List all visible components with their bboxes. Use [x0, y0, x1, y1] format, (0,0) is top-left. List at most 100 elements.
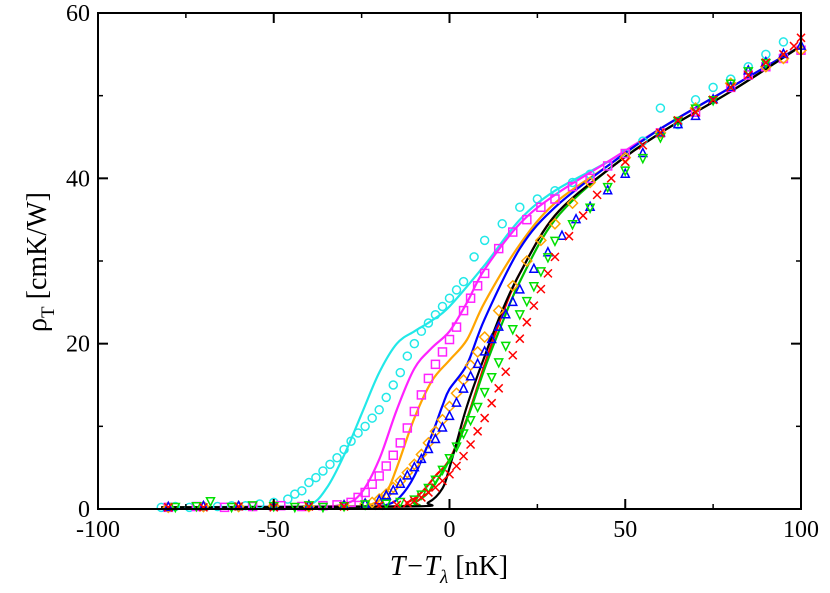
blue-triangles-point — [444, 409, 455, 421]
green-triangles-point — [451, 442, 462, 453]
blue-triangles-point — [451, 396, 462, 407]
blue-triangles-point — [542, 246, 554, 257]
green-triangles-point — [725, 79, 736, 90]
magenta-squares-point — [416, 390, 427, 400]
red-crosses-point — [638, 140, 648, 150]
cyan-circles-point — [325, 459, 335, 470]
green-triangles-point — [637, 153, 649, 165]
red-crosses-point — [423, 487, 433, 497]
green-triangles-point — [465, 415, 476, 427]
green-triangles-point — [528, 282, 540, 293]
magenta-squares-point — [508, 227, 518, 237]
cyan-circles-point — [708, 82, 718, 93]
red-crosses-point — [691, 107, 701, 117]
green-triangles-point — [500, 341, 511, 352]
green-triangles-point — [584, 203, 596, 214]
red-crosses-point — [430, 482, 440, 493]
blue-triangles-point — [437, 421, 448, 432]
magenta-squares-point — [451, 322, 462, 332]
red-crosses-point — [437, 476, 448, 486]
red-crosses-point — [726, 82, 736, 92]
x-tick-label: -50 — [258, 517, 290, 543]
y-tick-label: 0 — [78, 497, 90, 523]
y-axis-label-sub: T — [38, 306, 59, 318]
red-crosses-point — [578, 211, 588, 221]
green-triangles-point — [743, 67, 754, 78]
magenta-squares-point — [437, 347, 448, 357]
blue-triangles-point — [359, 497, 371, 508]
magenta-squares-point — [479, 268, 490, 279]
red-crosses-point — [508, 350, 518, 360]
blue-triangles-point — [472, 357, 483, 369]
cyan-circles-point — [402, 351, 413, 361]
red-crosses-point — [673, 115, 683, 125]
red-crosses-point — [522, 317, 532, 327]
red-crosses-point — [529, 301, 539, 311]
green-triangles-point — [409, 495, 420, 506]
magenta-squares-point — [472, 281, 483, 291]
blue-triangles-point — [507, 295, 518, 307]
red-crosses-point — [444, 469, 455, 479]
green-triangles-point — [479, 387, 490, 399]
green-triangles-point — [690, 104, 701, 115]
cyan-circles-point — [360, 421, 370, 432]
blue-triangles-point — [402, 469, 413, 480]
red-crosses-point — [487, 398, 497, 408]
red-crosses-point — [480, 413, 490, 423]
red-crosses-point — [459, 451, 469, 461]
cyan-circles-point — [318, 466, 328, 476]
green-triangles-point — [247, 501, 258, 512]
red-crosses-point — [466, 439, 476, 450]
green-triangles-point — [430, 475, 441, 486]
orange-diamonds-point — [584, 176, 597, 189]
green-triangles-point — [338, 501, 350, 513]
black-curve-line — [161, 45, 802, 509]
cyan-circles-point — [409, 338, 420, 349]
orange-diamonds-point — [506, 279, 519, 292]
cyan-circles-point — [416, 326, 427, 337]
y-axis-label-main: ρ — [22, 318, 53, 332]
red-crosses-point — [708, 95, 718, 105]
blue-triangles-point — [743, 64, 754, 75]
magenta-squares-point — [444, 334, 455, 345]
cyan-circles-point — [353, 428, 363, 438]
green-triangles-point — [486, 372, 497, 384]
magenta-squares-point — [367, 479, 377, 489]
blue-triangles-point — [584, 200, 596, 212]
magenta-squares-point — [360, 487, 370, 498]
magenta-squares-point — [465, 293, 476, 303]
cyan-circles-point — [655, 103, 666, 113]
green-triangles-point — [359, 500, 371, 511]
x-tick-label: 100 — [783, 517, 819, 543]
ticks-layer: -100 -50 0 50 100 0 20 40 60 — [66, 1, 819, 543]
blue-triangles-point — [493, 320, 504, 331]
y-axis-label-unit: [cmK/W] — [22, 192, 53, 306]
magenta-squares-point — [602, 161, 613, 171]
cyan-circles-point — [311, 472, 321, 483]
magenta-squares-point — [585, 173, 595, 184]
blue-triangles-point — [486, 332, 497, 344]
cyan-circles-point — [458, 276, 469, 287]
green-triangles-point — [226, 502, 237, 514]
red-crosses-point — [778, 49, 788, 59]
green-triangles-point — [472, 402, 483, 414]
green-triangles-point — [567, 220, 578, 231]
green-triangles-point — [542, 253, 554, 264]
red-crosses-point — [163, 502, 173, 512]
y-axis-label: ρT [cmK/W] — [22, 192, 59, 332]
magenta-squares-point — [536, 202, 546, 213]
red-crosses-point — [501, 367, 511, 377]
green-triangles-point — [423, 483, 434, 495]
y-tick-label: 20 — [66, 332, 90, 358]
blue-triangles-point — [381, 489, 392, 500]
red-crosses-point — [515, 334, 525, 344]
cyan-circles-point — [304, 477, 314, 488]
blue-triangles-point — [514, 283, 526, 294]
magenta-squares-point — [353, 492, 363, 503]
green-triangles-point — [170, 502, 181, 514]
cyan-circles-point — [367, 413, 377, 423]
blue-triangles-point — [479, 345, 490, 356]
blue-triangles-point — [602, 184, 613, 195]
blue-triangles-point — [458, 382, 469, 393]
blue-triangles-point — [388, 484, 399, 495]
